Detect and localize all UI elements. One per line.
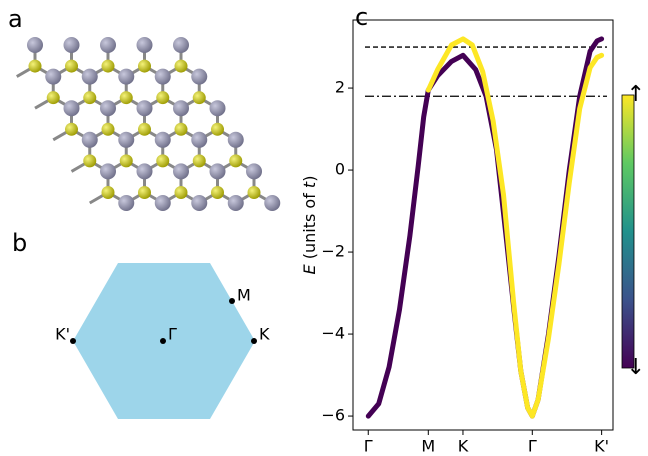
x-tick-label: Γ — [364, 437, 373, 456]
atom — [65, 122, 78, 136]
atom — [191, 68, 208, 85]
k-point — [160, 338, 166, 344]
atom — [119, 91, 133, 105]
atom — [45, 68, 62, 85]
atom — [65, 59, 78, 73]
y-axis-label-part: ) — [300, 176, 319, 182]
atom — [211, 185, 224, 199]
atom — [227, 195, 244, 211]
atom — [138, 185, 151, 199]
atom — [156, 91, 170, 105]
atom — [118, 131, 135, 148]
k-point — [229, 298, 235, 304]
atom — [209, 163, 226, 180]
atom — [192, 91, 206, 105]
atom — [211, 122, 224, 136]
lattice — [16, 37, 281, 211]
atom — [227, 131, 244, 148]
atom — [100, 37, 116, 53]
y-tick-label: −4 — [321, 324, 345, 343]
atom — [138, 122, 151, 136]
y-tick-label: −6 — [321, 406, 345, 425]
atom — [100, 163, 116, 180]
atom — [63, 100, 80, 117]
atom — [136, 163, 153, 180]
colorbar-label: ↑ — [627, 82, 645, 107]
atom — [101, 122, 115, 136]
atom — [28, 59, 42, 73]
atom — [154, 195, 171, 211]
atom — [138, 59, 151, 73]
atom — [264, 195, 281, 211]
atom — [246, 163, 262, 180]
bz-label: K' — [55, 325, 70, 344]
y-tick-label: 0 — [335, 160, 345, 179]
bz-label: Γ — [168, 325, 177, 344]
atom — [118, 195, 135, 211]
atom — [154, 68, 171, 85]
x-tick-label: K' — [594, 437, 609, 456]
axes-frame — [352, 19, 614, 431]
atom — [81, 68, 98, 85]
atom — [83, 154, 97, 168]
y-axis-label-part: (units of — [300, 188, 319, 264]
atom — [101, 185, 115, 199]
y-axis-label-part: t — [300, 181, 319, 188]
atom — [46, 91, 60, 105]
panel-label: b — [12, 229, 27, 257]
atom — [174, 59, 188, 73]
atom — [100, 100, 116, 117]
y-axis-label-part: E — [300, 263, 319, 274]
y-axis-label: E (units of t) — [300, 176, 319, 275]
atom — [173, 100, 189, 117]
atom — [136, 100, 153, 117]
panel-label: a — [8, 5, 23, 33]
x-tick-label: Γ — [528, 437, 537, 456]
atom — [83, 91, 97, 105]
atom — [191, 195, 208, 211]
atom — [173, 163, 189, 180]
atom — [192, 154, 206, 168]
colorbar-label: ↓ — [627, 355, 645, 380]
atom — [136, 37, 153, 53]
atom — [191, 131, 208, 148]
atom — [247, 185, 261, 199]
band-line — [425, 36, 605, 419]
bz-label: K — [259, 325, 270, 344]
atom — [173, 37, 189, 53]
k-point — [251, 338, 257, 344]
band-line — [365, 36, 605, 419]
atom — [27, 37, 43, 53]
x-tick-label: K — [458, 437, 469, 456]
atom — [229, 154, 243, 168]
band-plot: 2 0 −2 −4 −6 Γ M K Γ K' E (units of t) ↑ ↓ — [300, 19, 645, 456]
atom — [174, 185, 188, 199]
y-tick-label: −2 — [321, 242, 345, 261]
atom — [81, 131, 98, 148]
k-point — [70, 338, 76, 344]
atom — [119, 154, 133, 168]
bz-label: M — [237, 286, 251, 305]
atom — [154, 131, 171, 148]
atom — [209, 100, 226, 117]
x-tick-label: M — [421, 437, 435, 456]
y-tick-label: 2 — [335, 78, 345, 97]
atom — [101, 59, 115, 73]
atom — [63, 37, 80, 53]
atom — [156, 154, 170, 168]
atom — [118, 68, 135, 85]
colorbar — [621, 94, 635, 369]
panel-label: c — [355, 3, 368, 31]
atom — [174, 122, 188, 136]
